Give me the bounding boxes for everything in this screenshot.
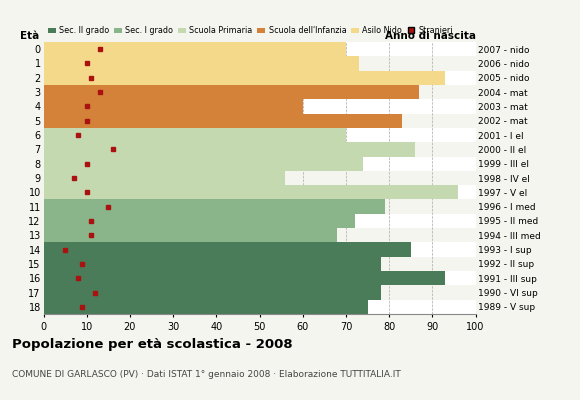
Bar (44, 42, 476, 56)
Text: COMUNE DI GARLASCO (PV) · Dati ISTAT 1° gennaio 2008 · Elaborazione TUTTITALIA.I: COMUNE DI GARLASCO (PV) · Dati ISTAT 1° … (12, 370, 400, 379)
Bar (44, 85, 476, 99)
Bar (44, 128, 476, 142)
Bar (44, 242, 476, 257)
Bar (44, 257, 476, 271)
Bar (44, 228, 338, 242)
Bar (44, 257, 380, 271)
Text: Anno di nascita: Anno di nascita (385, 31, 476, 41)
Bar (44, 128, 346, 142)
Bar (44, 56, 359, 71)
Bar (44, 171, 476, 185)
Bar (44, 185, 458, 200)
Bar (44, 271, 476, 285)
Bar (44, 171, 285, 185)
Bar (44, 271, 445, 285)
Bar (44, 300, 368, 314)
Bar (44, 214, 476, 228)
Bar (44, 156, 363, 171)
Bar (44, 71, 476, 85)
Bar (44, 85, 419, 99)
Text: Popolazione per età scolastica - 2008: Popolazione per età scolastica - 2008 (12, 338, 292, 351)
Bar (44, 142, 415, 156)
Bar (44, 114, 476, 128)
Bar (44, 42, 346, 56)
Bar (44, 200, 385, 214)
Text: Età: Età (20, 31, 39, 41)
Bar (44, 56, 476, 71)
Bar (44, 142, 476, 156)
Bar (44, 156, 476, 171)
Bar (44, 114, 402, 128)
Legend: Sec. II grado, Sec. I grado, Scuola Primaria, Scuola dell'Infanzia, Asilo Nido, : Sec. II grado, Sec. I grado, Scuola Prim… (48, 26, 453, 35)
Bar (44, 285, 380, 300)
Bar (44, 99, 476, 114)
Bar (44, 214, 354, 228)
Bar (44, 285, 476, 300)
Bar (44, 242, 411, 257)
Bar (44, 185, 476, 200)
Bar (44, 228, 476, 242)
Bar (44, 300, 476, 314)
Bar (44, 200, 476, 214)
Bar (44, 99, 303, 114)
Bar (44, 71, 445, 85)
